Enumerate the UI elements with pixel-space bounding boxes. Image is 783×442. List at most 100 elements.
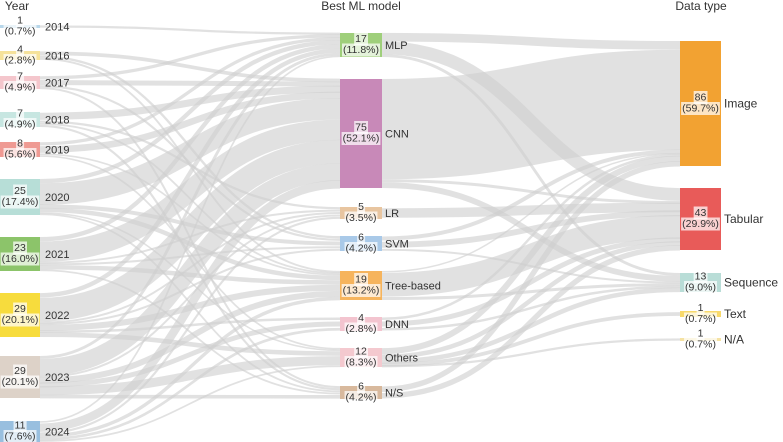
node-cnn-count: 75 — [355, 122, 367, 134]
flow-y2023-to-mlp — [39, 52, 341, 359]
flow-y2021-to-mlp — [39, 44, 341, 242]
node-y2018-count-bg — [16, 107, 25, 120]
node-image-label: Image — [724, 97, 758, 111]
flow-tree-to-image — [381, 152, 681, 273]
flow-ns-to-tabular — [381, 245, 681, 399]
node-y2019-count: 8 — [17, 138, 23, 150]
node-y2022-count-bg — [13, 302, 27, 316]
node-y2014-percent-bg — [3, 25, 37, 38]
node-y2018-count: 7 — [17, 108, 23, 120]
node-y2016-count: 4 — [17, 44, 23, 56]
node-y2024-label: 2024 — [45, 427, 69, 439]
flow-y2023-to-dnn — [39, 321, 341, 388]
node-sequence-label: Sequence — [724, 276, 778, 290]
node-tabular-percent-bg — [681, 217, 720, 231]
node-svm-percent: (4.2%) — [346, 243, 377, 255]
node-ns-count: 6 — [358, 381, 364, 393]
node-sequence-count: 13 — [695, 271, 707, 283]
node-text-percent: (0.7%) — [685, 313, 716, 325]
node-others-count-bg — [354, 345, 368, 358]
flow-y2016-to-cnn — [39, 51, 341, 83]
flow-y2024-to-dnn — [39, 327, 341, 441]
flow-others-to-na — [381, 338, 681, 368]
node-y2019-percent-bg — [3, 148, 37, 161]
node-tree-percent: (13.2%) — [343, 285, 380, 297]
flow-y2020-to-cnn — [39, 97, 341, 205]
node-y2024-percent-bg — [3, 430, 37, 442]
node-tabular-percent: (29.9%) — [682, 218, 719, 230]
node-svm-count-bg — [357, 231, 366, 244]
node-y2019-count-bg — [16, 137, 25, 150]
node-y2017-label: 2017 — [45, 78, 69, 90]
node-y2021-percent-bg — [0, 252, 40, 266]
node-y2014-label: 2014 — [45, 22, 69, 34]
node-sequence-count-bg — [693, 270, 708, 283]
node-y2014-count: 1 — [17, 15, 23, 27]
node-dnn-label: DNN — [385, 319, 409, 331]
flow-y2024-to-lr — [39, 216, 341, 435]
node-sequence-percent-bg — [684, 281, 717, 294]
node-y2020-count-bg — [13, 184, 27, 198]
flow-y2024-to-cnn — [39, 180, 341, 432]
node-y2016-count-bg — [16, 43, 25, 56]
node-text-count: 1 — [698, 302, 704, 314]
flow-ns-to-image — [381, 161, 681, 392]
node-y2020-percent: (17.4%) — [2, 196, 39, 208]
node-ns-label: N/S — [385, 388, 403, 400]
flow-y2023-to-cnn — [39, 163, 341, 377]
flow-y2023-to-tree — [39, 290, 341, 384]
flow-dnn-to-sequence — [381, 285, 681, 331]
node-tabular-label: Tabular — [724, 212, 763, 226]
flow-cnn-to-image — [381, 49, 681, 180]
flow-others-to-image — [381, 155, 681, 355]
flow-y2017-to-cnn — [39, 80, 341, 87]
flow-y2017-to-mlp — [39, 34, 341, 80]
model-column-header: Best ML model — [321, 0, 401, 13]
node-lr-percent-bg — [344, 211, 378, 225]
node-y2023-label: 2023 — [45, 372, 69, 384]
node-image-percent: (59.7%) — [682, 103, 719, 115]
node-na-percent: (0.7%) — [685, 339, 716, 351]
node-cnn-percent: (52.1%) — [343, 133, 380, 145]
node-y2022-percent: (20.1%) — [2, 314, 39, 326]
node-y2023-count: 29 — [14, 365, 26, 377]
node-y2017-percent-bg — [3, 81, 37, 94]
node-dnn-count-bg — [357, 311, 366, 325]
flow-y2021-to-ns — [39, 269, 341, 395]
node-na-count-bg — [696, 327, 705, 340]
node-ns-percent: (4.2%) — [346, 392, 377, 404]
node-lr-count: 5 — [358, 201, 364, 213]
node-y2017-count-bg — [16, 70, 25, 83]
node-image-count-bg — [693, 91, 708, 104]
node-text-count-bg — [696, 301, 705, 315]
flow-dnn-to-tabular — [381, 237, 681, 327]
node-tree-percent-bg — [341, 284, 381, 297]
node-text-label: Text — [724, 307, 747, 321]
node-y2014-count-bg — [16, 14, 25, 27]
node-lr-percent: (3.5%) — [346, 212, 377, 224]
flow-cnn-to-tabular — [381, 179, 681, 204]
node-cnn-count-bg — [354, 121, 368, 134]
node-y2016-label: 2016 — [45, 51, 69, 63]
node-svm-label: SVM — [385, 239, 409, 251]
flow-y2019-to-cnn — [39, 91, 341, 153]
node-y2021-label: 2021 — [45, 249, 69, 261]
flow-y2022-to-others — [39, 332, 341, 356]
flow-y2024-to-mlp — [39, 55, 341, 423]
flow-y2014-to-mlp — [39, 25, 341, 35]
flow-y2022-to-cnn — [39, 139, 341, 322]
node-y2021-count-bg — [13, 241, 27, 255]
node-y2021-count: 23 — [14, 242, 26, 254]
node-text-percent-bg — [684, 312, 717, 326]
node-mlp-count: 17 — [355, 33, 367, 45]
node-mlp-count-bg — [354, 32, 368, 46]
node-lr-label: LR — [385, 208, 399, 220]
node-y2020-count: 25 — [14, 185, 26, 197]
node-y2016-percent: (2.8%) — [5, 55, 36, 67]
node-y2019-label: 2019 — [45, 145, 69, 157]
node-y2019-percent: (5.6%) — [5, 149, 36, 161]
flow-tree-to-sequence — [381, 283, 681, 300]
node-tabular-count: 43 — [695, 207, 707, 219]
node-y2024-count: 11 — [15, 420, 26, 432]
